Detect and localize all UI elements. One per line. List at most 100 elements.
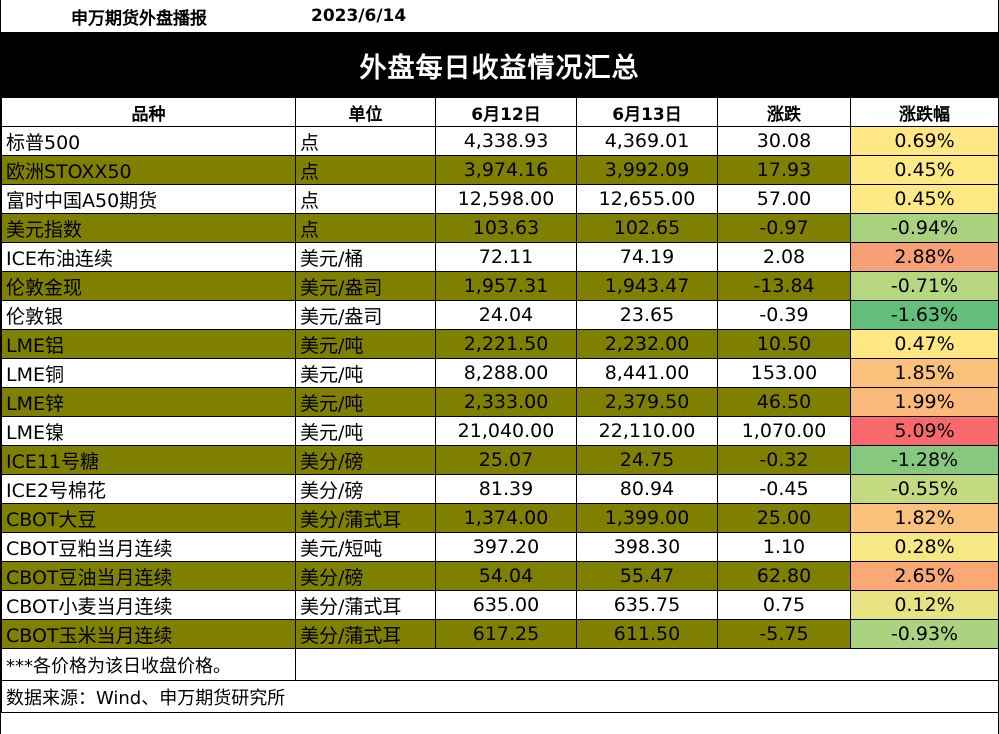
table-row: LME镍 美元/吨 21,040.00 22,110.00 1,070.00 5.09%: [1, 416, 999, 446]
cell-prev-close: 24.04: [435, 300, 577, 330]
cell-change: 0.75: [717, 590, 851, 620]
cell-change: 10.50: [717, 329, 851, 359]
cell-change: -13.84: [717, 271, 851, 301]
cell-curr-close: 8,441.00: [576, 358, 718, 388]
cell-curr-close: 55.47: [576, 561, 718, 591]
cell-pct-change: 1.82%: [850, 503, 999, 533]
cell-pct-change: -0.71%: [850, 271, 999, 301]
table-row: CBOT豆粕当月连续 美元/短吨 397.20 398.30 1.10 0.28%: [1, 532, 999, 562]
cell-instrument: CBOT大豆: [1, 503, 296, 533]
cell-change: -0.39: [717, 300, 851, 330]
cell-change: 62.80: [717, 561, 851, 591]
cell-change: 17.93: [717, 155, 851, 185]
cell-pct-change: 2.88%: [850, 242, 999, 272]
table-row: 富时中国A50期货点 12,598.00 12,655.00 57.00 0.45%: [1, 184, 999, 214]
cell-change: -0.45: [717, 474, 851, 504]
cell-curr-close: 12,655.00: [576, 184, 718, 214]
header-row: 品种 单位 6月12日 6月13日 涨跌 涨跌幅: [1, 97, 999, 127]
cell-curr-close: 3,992.09: [576, 155, 718, 185]
cell-curr-close: 80.94: [576, 474, 718, 504]
cell-instrument: LME锌: [1, 387, 296, 417]
cell-unit: 美元/盎司: [295, 300, 436, 330]
cell-change: 1.10: [717, 532, 851, 562]
note-row: ***各价格为该日收盘价格。: [1, 648, 999, 681]
table-row: CBOT玉米当月连续 美分/蒲式耳 617.25 611.50 -5.75 -0.93%: [1, 619, 999, 649]
cell-change: 57.00: [717, 184, 851, 214]
cell-unit: 点: [295, 213, 436, 243]
cell-curr-close: 611.50: [576, 619, 718, 649]
cell-curr-close: 22,110.00: [576, 416, 718, 446]
table-row: LME铝 美元/吨 2,221.50 2,232.00 10.50 0.47%: [1, 329, 999, 359]
cell-unit: 美元/吨: [295, 329, 436, 359]
cell-unit: 美元/短吨: [295, 532, 436, 562]
cell-unit: 美分/磅: [295, 561, 436, 591]
cell-instrument: 美元指数: [1, 213, 296, 243]
cell-instrument: ICE布油连续: [1, 242, 296, 272]
cell-curr-close: 2,379.50: [576, 387, 718, 417]
column-header-change: 涨跌: [717, 97, 851, 127]
cell-instrument: CBOT豆油当月连续: [1, 561, 296, 591]
cell-pct-change: -1.28%: [850, 445, 999, 475]
table-title: 外盘每日收益情况汇总: [1, 33, 998, 97]
column-header-name: 品种: [1, 97, 296, 127]
table-row: LME铜 美元/吨 8,288.00 8,441.00 153.00 1.85%: [1, 358, 999, 388]
cell-curr-close: 102.65: [576, 213, 718, 243]
cell-pct-change: -0.55%: [850, 474, 999, 504]
cell-unit: 美元/吨: [295, 416, 436, 446]
cell-prev-close: 12,598.00: [435, 184, 577, 214]
cell-curr-close: 2,232.00: [576, 329, 718, 359]
cell-prev-close: 54.04: [435, 561, 577, 591]
table-row: ICE11号糖 美分/磅 25.07 24.75 -0.32 -1.28%: [1, 445, 999, 475]
source-row: 数据来源：Wind、申万期货研究所: [1, 680, 999, 713]
cell-instrument: ICE11号糖: [1, 445, 296, 475]
cell-change: 2.08: [717, 242, 851, 272]
cell-unit: 美元/桶: [295, 242, 436, 272]
cell-curr-close: 398.30: [576, 532, 718, 562]
report-header: 申万期货外盘播报 2023/6/14: [1, 0, 998, 33]
cell-curr-close: 74.19: [576, 242, 718, 272]
cell-unit: 美元/盎司: [295, 271, 436, 301]
cell-pct-change: -0.93%: [850, 619, 999, 649]
cell-pct-change: 0.47%: [850, 329, 999, 359]
table-row: 伦敦金现 美元/盎司 1,957.31 1,943.47 -13.84 -0.71%: [1, 271, 999, 301]
column-header-curr-date: 6月13日: [576, 97, 718, 127]
cell-pct-change: 0.69%: [850, 126, 999, 156]
cell-instrument: LME镍: [1, 416, 296, 446]
cell-prev-close: 635.00: [435, 590, 577, 620]
cell-pct-change: 5.09%: [850, 416, 999, 446]
cell-prev-close: 3,974.16: [435, 155, 577, 185]
cell-prev-close: 8,288.00: [435, 358, 577, 388]
table-row: 伦敦银 美元/盎司 24.04 23.65 -0.39 -1.63%: [1, 300, 999, 330]
cell-unit: 美分/磅: [295, 474, 436, 504]
cell-unit: 点: [295, 155, 436, 185]
cell-instrument: LME铜: [1, 358, 296, 388]
cell-change: -0.32: [717, 445, 851, 475]
cell-instrument: CBOT小麦当月连续: [1, 590, 296, 620]
cell-pct-change: 1.99%: [850, 387, 999, 417]
cell-instrument: 富时中国A50期货: [1, 184, 296, 214]
cell-change: -0.97: [717, 213, 851, 243]
cell-prev-close: 2,333.00: [435, 387, 577, 417]
source-text: 数据来源：Wind、申万期货研究所: [1, 680, 999, 713]
table-row: LME锌 美元/吨 2,333.00 2,379.50 46.50 1.99%: [1, 387, 999, 417]
table-row: CBOT大豆 美分/蒲式耳 1,374.00 1,399.00 25.00 1.82%: [1, 503, 999, 533]
cell-instrument: 标普500: [1, 126, 296, 156]
table-row: 欧洲STOXX50 点 3,974.16 3,992.09 17.93 0.45%: [1, 155, 999, 185]
cell-instrument: CBOT豆粕当月连续: [1, 532, 296, 562]
cell-curr-close: 24.75: [576, 445, 718, 475]
cell-prev-close: 1,957.31: [435, 271, 577, 301]
cell-prev-close: 103.63: [435, 213, 577, 243]
cell-unit: 美分/磅: [295, 445, 436, 475]
table-row: 标普500 点 4,338.93 4,369.01 30.08 0.69%: [1, 126, 999, 156]
cell-curr-close: 23.65: [576, 300, 718, 330]
cell-pct-change: -0.94%: [850, 213, 999, 243]
cell-prev-close: 2,221.50: [435, 329, 577, 359]
cell-change: 25.00: [717, 503, 851, 533]
cell-instrument: 伦敦银: [1, 300, 296, 330]
cell-pct-change: 2.65%: [850, 561, 999, 591]
note-text: ***各价格为该日收盘价格。: [1, 648, 296, 681]
cell-curr-close: 1,399.00: [576, 503, 718, 533]
note-spacer: [295, 648, 999, 681]
cell-curr-close: 1,943.47: [576, 271, 718, 301]
